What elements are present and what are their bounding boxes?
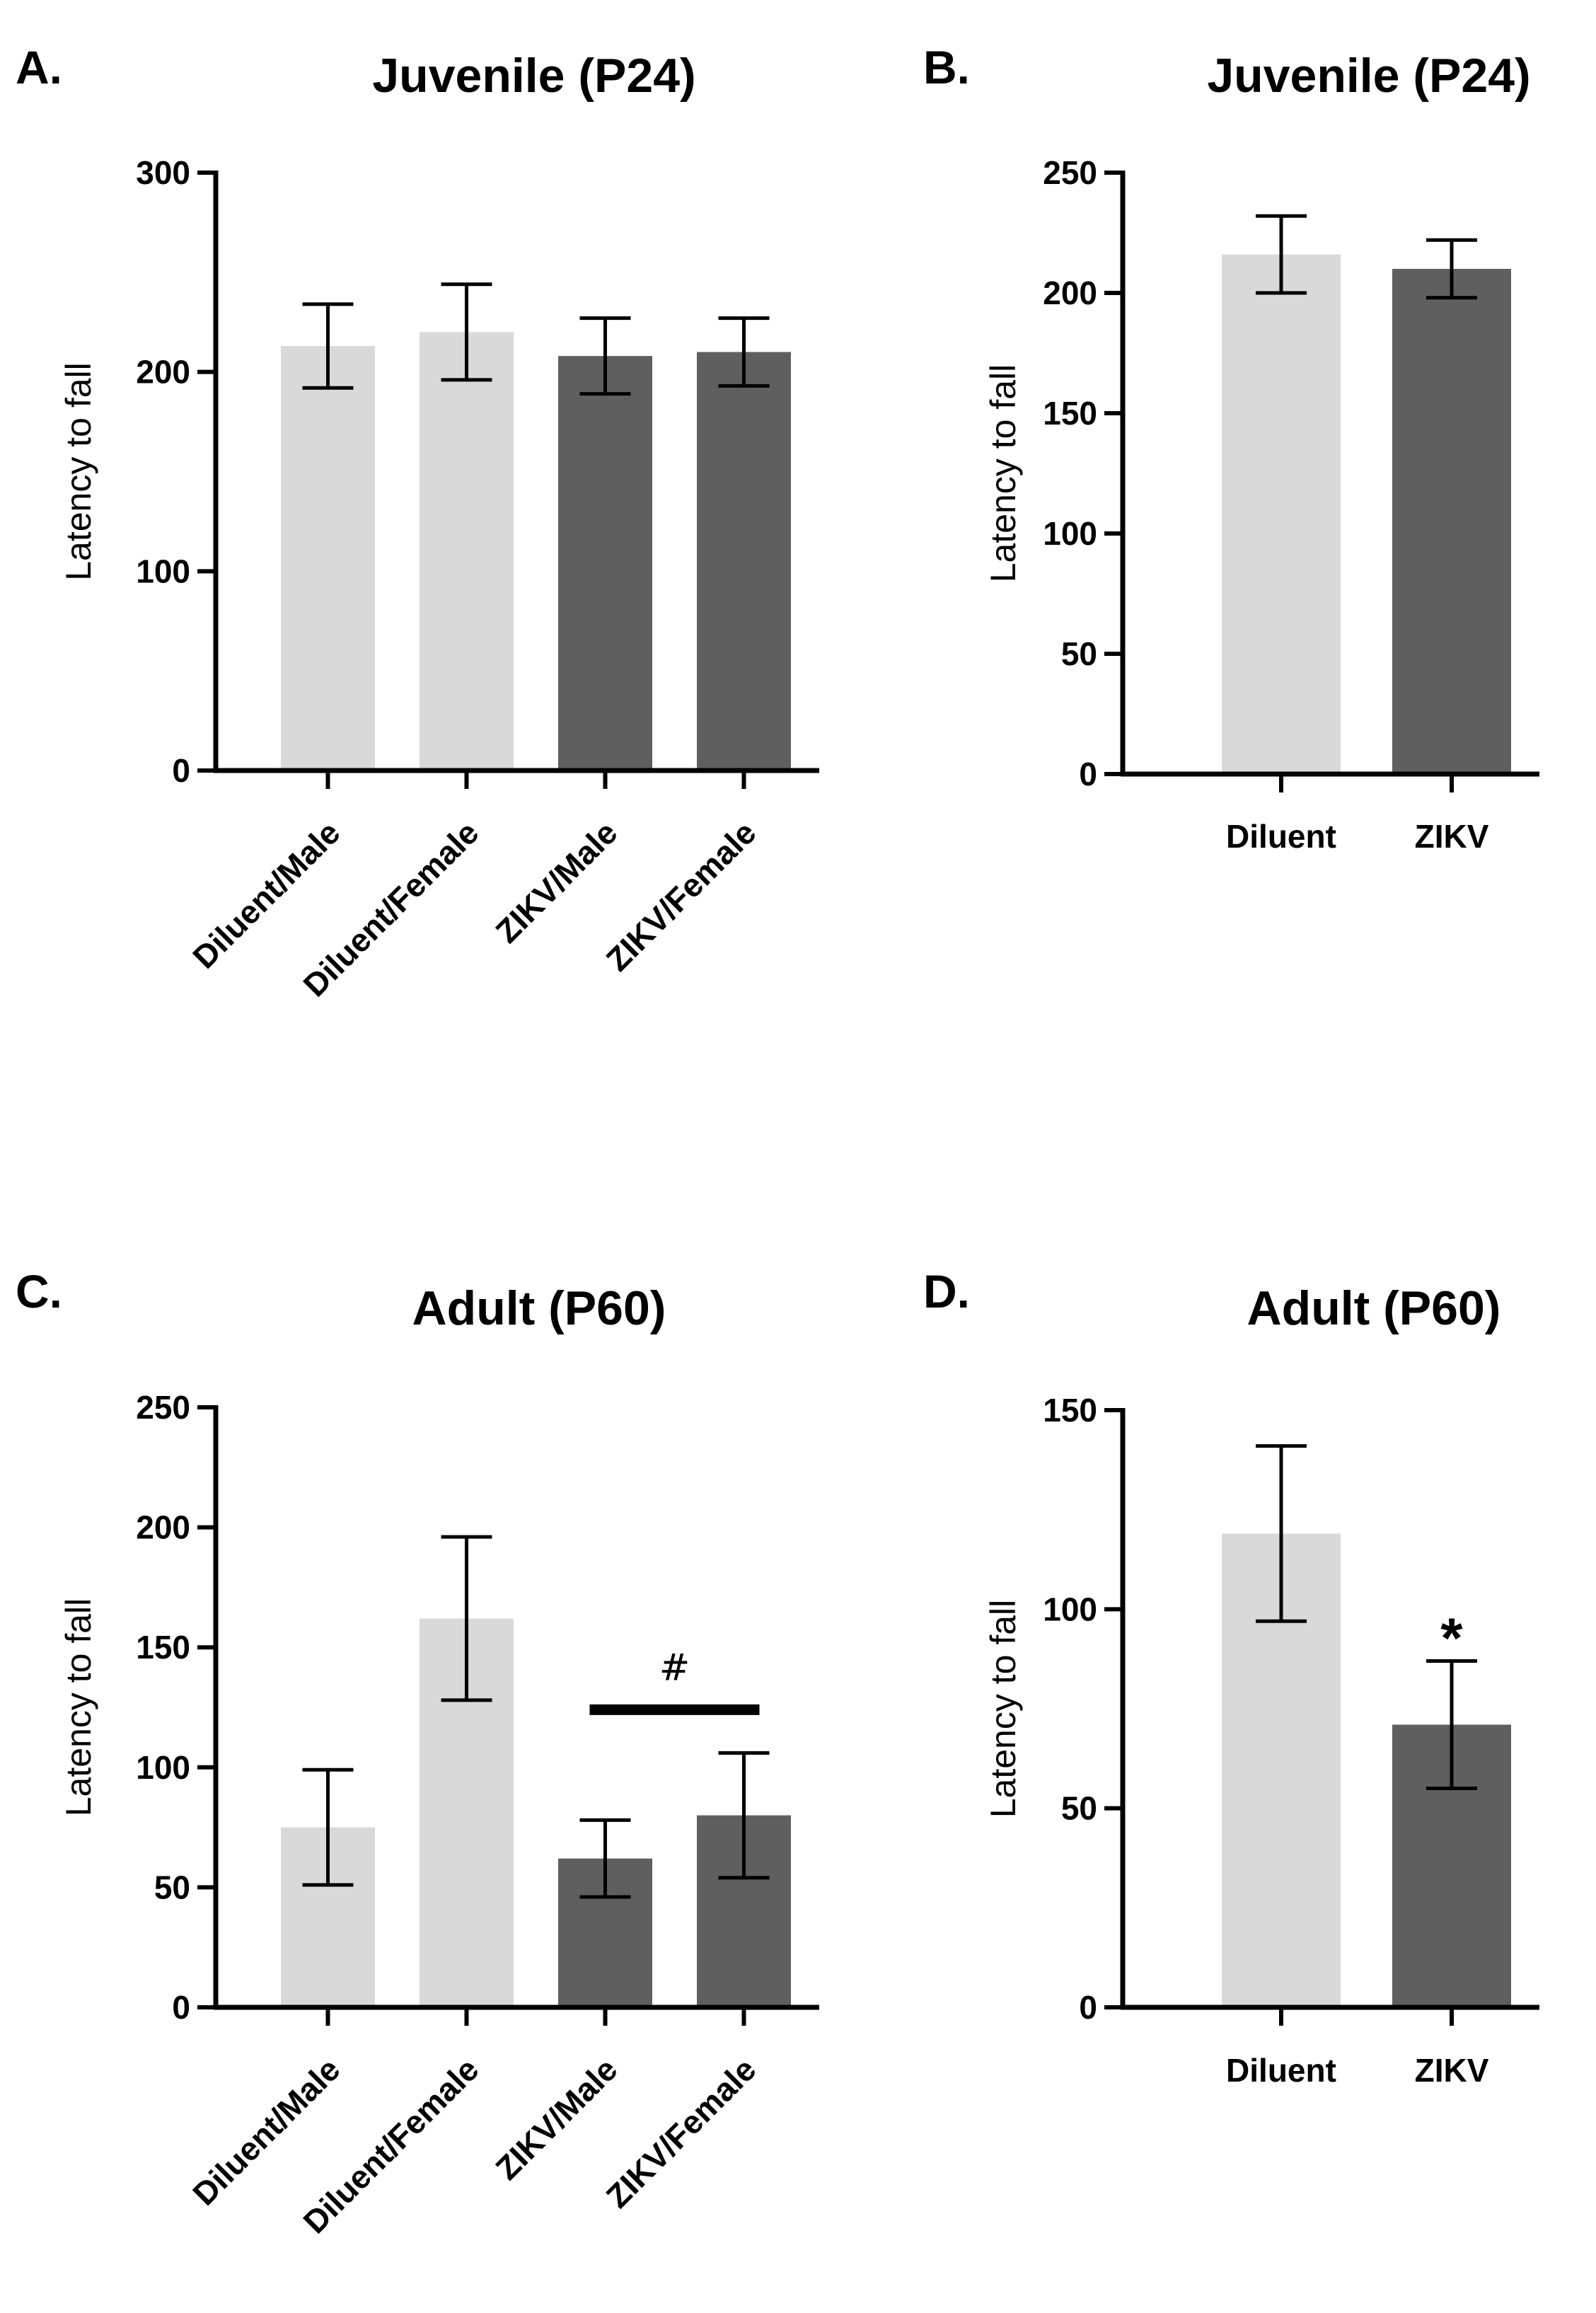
y-tick-label: 100 <box>1043 1591 1097 1627</box>
y-tick-label: 200 <box>1043 275 1097 311</box>
panel-letter: A. <box>16 41 62 93</box>
error-bar <box>1256 1444 1307 1623</box>
bar-diluent-female <box>420 332 514 771</box>
x-category-label: ZIKV/Male <box>488 2050 624 2186</box>
x-category-label: ZIKV/Female <box>599 2050 763 2215</box>
x-category-label: ZIKV <box>1415 818 1489 855</box>
error-bar <box>718 1750 770 1880</box>
bar-diluent-male <box>281 346 375 771</box>
y-axis-label: Latency to fall <box>983 1600 1023 1818</box>
y-tick-label: 150 <box>136 1629 190 1666</box>
y-tick-label: 50 <box>1061 635 1097 672</box>
chart-title: Juvenile (P24) <box>1207 49 1530 103</box>
y-tick-label: 0 <box>172 752 190 789</box>
chart-panel-b: B. Juvenile (P24) 0 50 100 150 200 250 Diluent ZI… <box>923 41 1539 855</box>
panel-letter: B. <box>923 41 970 93</box>
y-tick-label: 100 <box>136 553 190 589</box>
error-bar <box>1426 238 1477 300</box>
chart-panel-c: C. Adult (P60)050100150200250Diluent/Male… <box>16 1265 819 2240</box>
bar-zikv-male <box>558 356 652 771</box>
significance-marker: # <box>659 1646 690 1689</box>
error-bar <box>441 1535 492 1702</box>
chart-title: Juvenile (P24) <box>372 49 695 103</box>
error-bar <box>302 302 354 390</box>
significance-star: * <box>1440 1606 1463 1669</box>
y-tick-label: 150 <box>1043 395 1097 432</box>
bar-zikv-female <box>697 352 791 771</box>
y-tick-label: 50 <box>1061 1790 1097 1827</box>
error-bar <box>1426 1659 1477 1791</box>
y-tick-label: 200 <box>136 1509 190 1546</box>
y-tick-label: 200 <box>136 354 190 391</box>
x-category-label: Diluent <box>1226 818 1336 855</box>
x-category-label: ZIKV/Male <box>488 814 624 950</box>
y-tick-label: 250 <box>136 1389 190 1426</box>
x-category-label: ZIKV/Female <box>599 814 763 978</box>
error-bar <box>718 316 770 388</box>
y-tick-label: 100 <box>136 1749 190 1786</box>
chart-panel-a: A. Juvenile (P24)0100200300Diluent/MaleDi… <box>16 41 819 1003</box>
chart-title: Adult (P60) <box>412 1281 666 1335</box>
y-axis-label: Latency to fall <box>59 362 98 581</box>
y-tick-label: 300 <box>136 154 190 191</box>
y-tick-label: 0 <box>1079 756 1097 792</box>
chart-panel-d: D. Adult (P60) 0 50 100 150 Diluent ZIKV Latency… <box>923 1265 1539 2089</box>
chart-title: Adult (P60) <box>1247 1281 1501 1335</box>
x-category-label: Diluent <box>1226 2052 1336 2089</box>
y-tick-label: 250 <box>1043 154 1097 191</box>
panel-letter: C. <box>16 1265 62 1317</box>
bar-diluent <box>1222 254 1341 775</box>
x-category-label: ZIKV <box>1415 2052 1489 2089</box>
y-tick-label: 50 <box>154 1869 190 1905</box>
y-tick-label: 0 <box>1079 1989 1097 2026</box>
bar-zikv <box>1392 269 1511 774</box>
y-axis-label: Latency to fall <box>983 364 1023 583</box>
y-tick-label: 100 <box>1043 515 1097 552</box>
panel-letter: D. <box>923 1265 970 1317</box>
y-tick-label: 150 <box>1043 1392 1097 1429</box>
y-axis-label: Latency to fall <box>59 1598 98 1817</box>
y-tick-label: 0 <box>172 1989 190 2026</box>
error-bar <box>441 282 492 382</box>
error-bar <box>579 316 631 396</box>
error-bar <box>302 1767 354 1887</box>
error-bar <box>579 1818 631 1899</box>
error-bar <box>1256 214 1307 295</box>
